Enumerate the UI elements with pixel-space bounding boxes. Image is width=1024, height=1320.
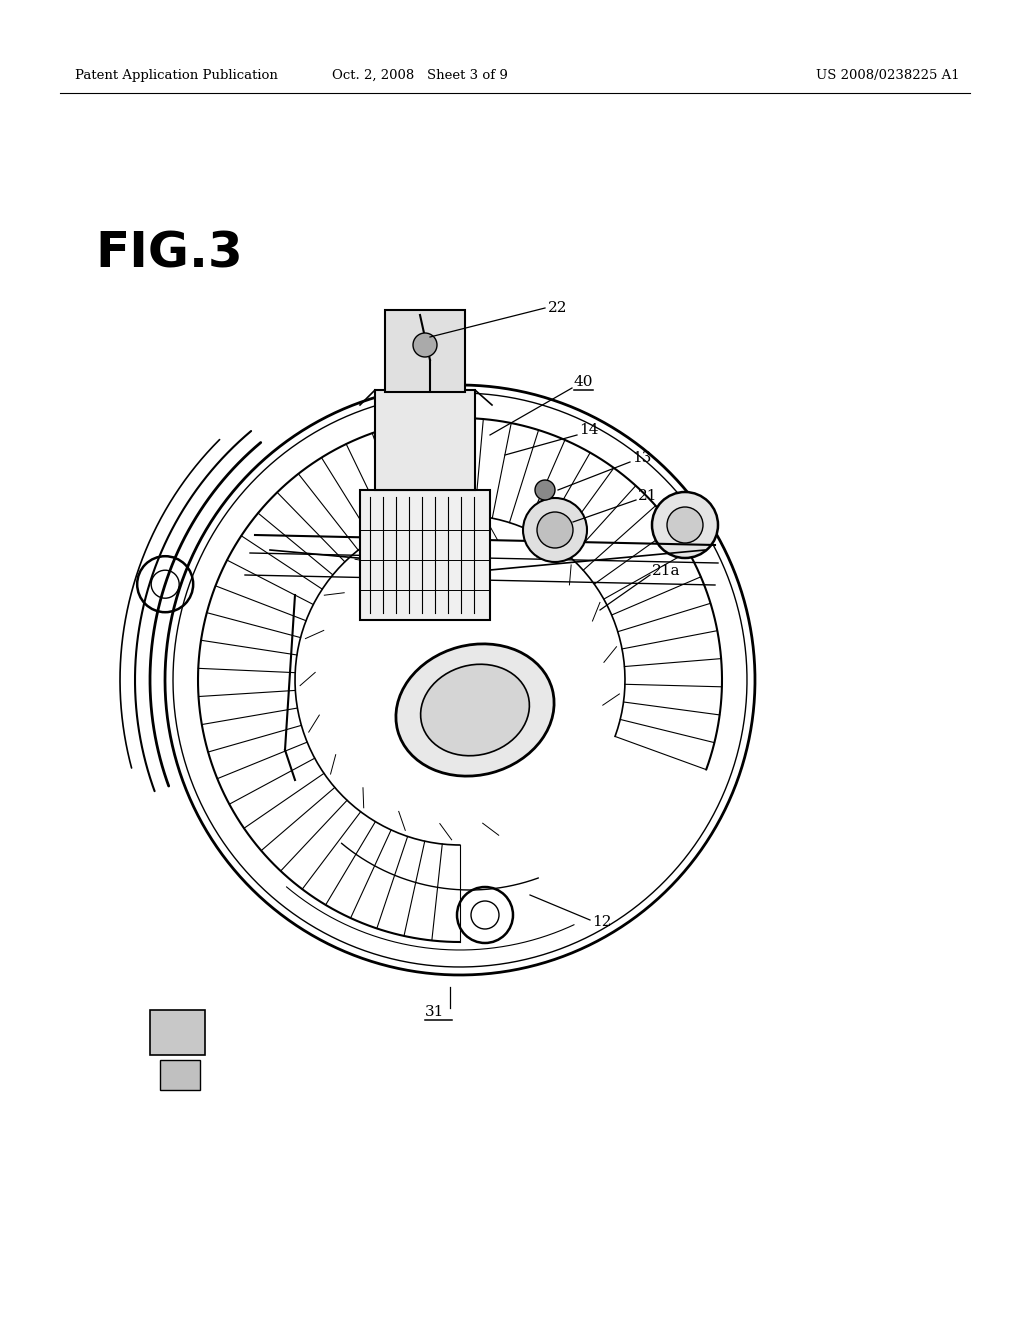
Text: 12: 12 [592, 915, 611, 929]
Text: 13: 13 [632, 451, 651, 465]
Circle shape [537, 512, 573, 548]
Ellipse shape [421, 664, 529, 756]
Circle shape [535, 480, 555, 500]
Text: 22: 22 [548, 301, 567, 315]
Polygon shape [375, 389, 475, 490]
Text: 40: 40 [574, 375, 594, 389]
Polygon shape [385, 310, 465, 392]
Text: 21: 21 [638, 488, 657, 503]
Circle shape [652, 492, 718, 558]
Text: US 2008/0238225 A1: US 2008/0238225 A1 [816, 69, 961, 82]
Circle shape [667, 507, 703, 543]
Text: 31: 31 [425, 1005, 444, 1019]
Text: Oct. 2, 2008   Sheet 3 of 9: Oct. 2, 2008 Sheet 3 of 9 [332, 69, 508, 82]
Polygon shape [360, 490, 490, 620]
Polygon shape [160, 1060, 200, 1090]
Polygon shape [150, 1010, 205, 1055]
Ellipse shape [396, 644, 554, 776]
Circle shape [523, 498, 587, 562]
Text: FIG.3: FIG.3 [95, 230, 243, 279]
Text: Patent Application Publication: Patent Application Publication [75, 69, 278, 82]
Text: 14: 14 [579, 422, 598, 437]
Circle shape [413, 333, 437, 356]
Text: 21a: 21a [652, 564, 681, 578]
